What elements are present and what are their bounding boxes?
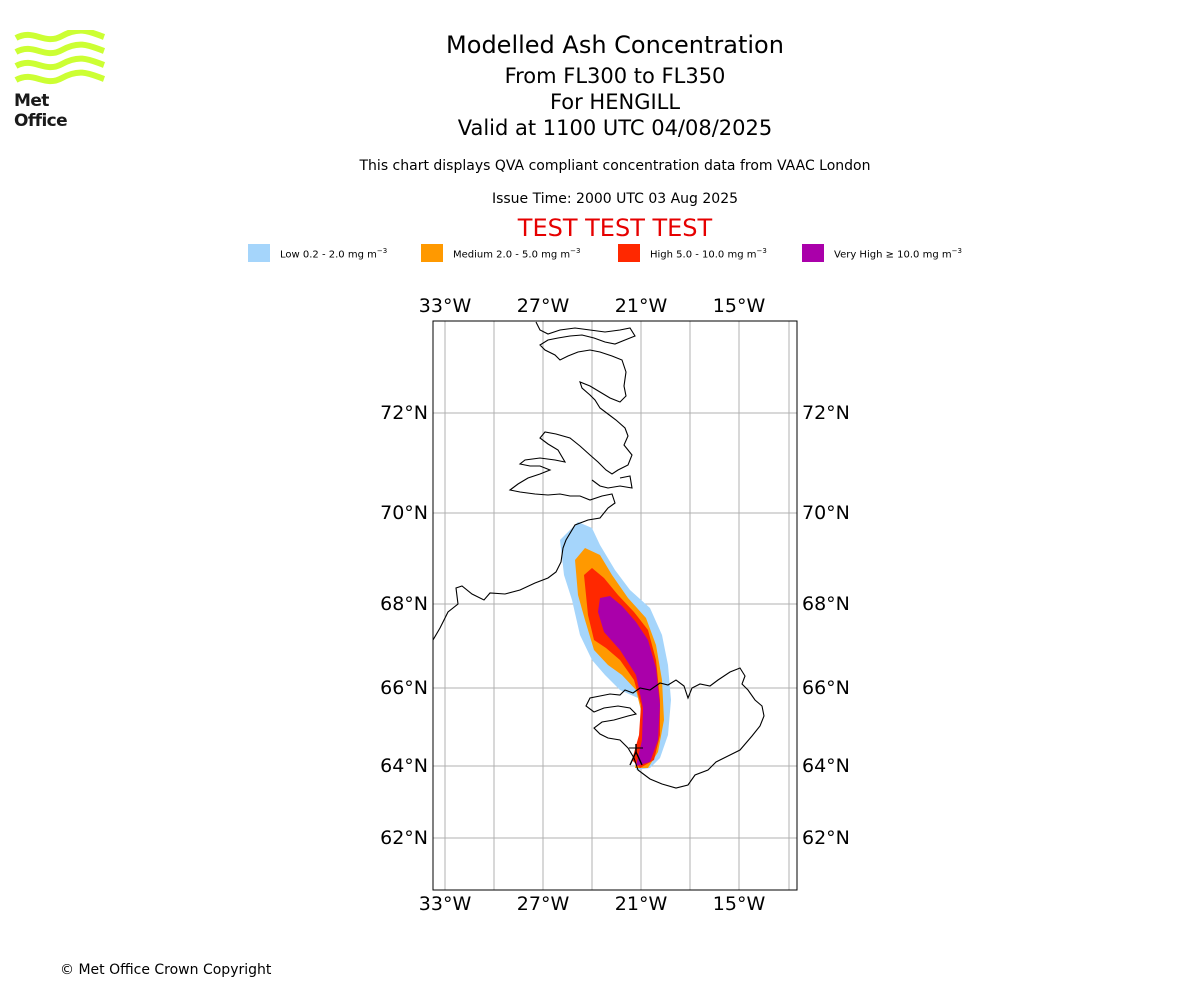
met-office-logo-waves-icon: [14, 27, 106, 85]
met-office-logo-text: Met Office: [14, 91, 68, 131]
lon-label-33w-top: 33°W: [419, 295, 472, 317]
lat-label-66n-left: 66°N: [380, 677, 428, 699]
latitude-labels-left: 72°N 70°N 68°N 66°N 64°N 62°N: [380, 402, 428, 849]
volcano-marker: [629, 744, 643, 766]
lat-label-70n-left: 70°N: [380, 502, 428, 524]
legend-label-medium: Medium 2.0 - 5.0 mg m: [453, 249, 571, 261]
map-gridlines: [433, 321, 797, 890]
compliance-note: This chart displays QVA compliant concen…: [359, 158, 871, 174]
latitude-labels-right: 72°N 70°N 68°N 66°N 64°N 62°N: [802, 402, 850, 849]
legend-swatch-high: [618, 244, 640, 262]
lat-label-64n-left: 64°N: [380, 755, 428, 777]
longitude-labels-top: 33°W 27°W 21°W 15°W: [419, 295, 766, 317]
lat-label-68n-right: 68°N: [802, 593, 850, 615]
lon-label-15w-top: 15°W: [713, 295, 766, 317]
issue-time: Issue Time: 2000 UTC 03 Aug 2025: [491, 191, 739, 207]
greenland-coastline: [433, 321, 636, 641]
lon-label-15w-bottom: 15°W: [713, 893, 766, 915]
lon-label-21w-bottom: 21°W: [615, 893, 668, 915]
lat-label-68n-left: 68°N: [380, 593, 428, 615]
greenland-fjord-line: [591, 475, 633, 489]
iceland-coastline: [585, 667, 765, 789]
legend-swatch-very-high: [802, 244, 824, 262]
met-office-logo: Met Office: [14, 27, 106, 131]
valid-time: Valid at 1100 UTC 04/08/2025: [457, 116, 773, 140]
lat-label-62n-right: 62°N: [802, 827, 850, 849]
map-frame: [432, 320, 798, 891]
longitude-labels-bottom: 33°W 27°W 21°W 15°W: [419, 893, 766, 915]
lat-label-72n-left: 72°N: [380, 402, 428, 424]
lat-label-72n-right: 72°N: [802, 402, 850, 424]
legend-label-high: High 5.0 - 10.0 mg m: [650, 249, 757, 261]
volcano-name: For HENGILL: [549, 90, 681, 114]
lat-label-62n-left: 62°N: [380, 827, 428, 849]
test-banner: TEST TEST TEST: [517, 214, 713, 242]
legend-swatch-low: [248, 244, 270, 262]
lat-label-70n-right: 70°N: [802, 502, 850, 524]
flight-level-range: From FL300 to FL350: [504, 64, 726, 88]
legend-swatch-medium: [421, 244, 443, 262]
lat-label-64n-right: 64°N: [802, 755, 850, 777]
copyright-notice: © Met Office Crown Copyright: [60, 962, 272, 978]
legend-label-low: Low 0.2 - 2.0 mg m: [280, 249, 377, 261]
ash-very-high-region: [598, 596, 660, 766]
lon-label-33w-bottom: 33°W: [419, 893, 472, 915]
chart-title: Modelled Ash Concentration: [446, 31, 784, 59]
lat-label-66n-right: 66°N: [802, 677, 850, 699]
lon-label-27w-bottom: 27°W: [517, 893, 570, 915]
lon-label-27w-top: 27°W: [517, 295, 570, 317]
lon-label-21w-top: 21°W: [615, 295, 668, 317]
legend-label-very-high: Very High ≥ 10.0 mg m: [834, 249, 952, 261]
